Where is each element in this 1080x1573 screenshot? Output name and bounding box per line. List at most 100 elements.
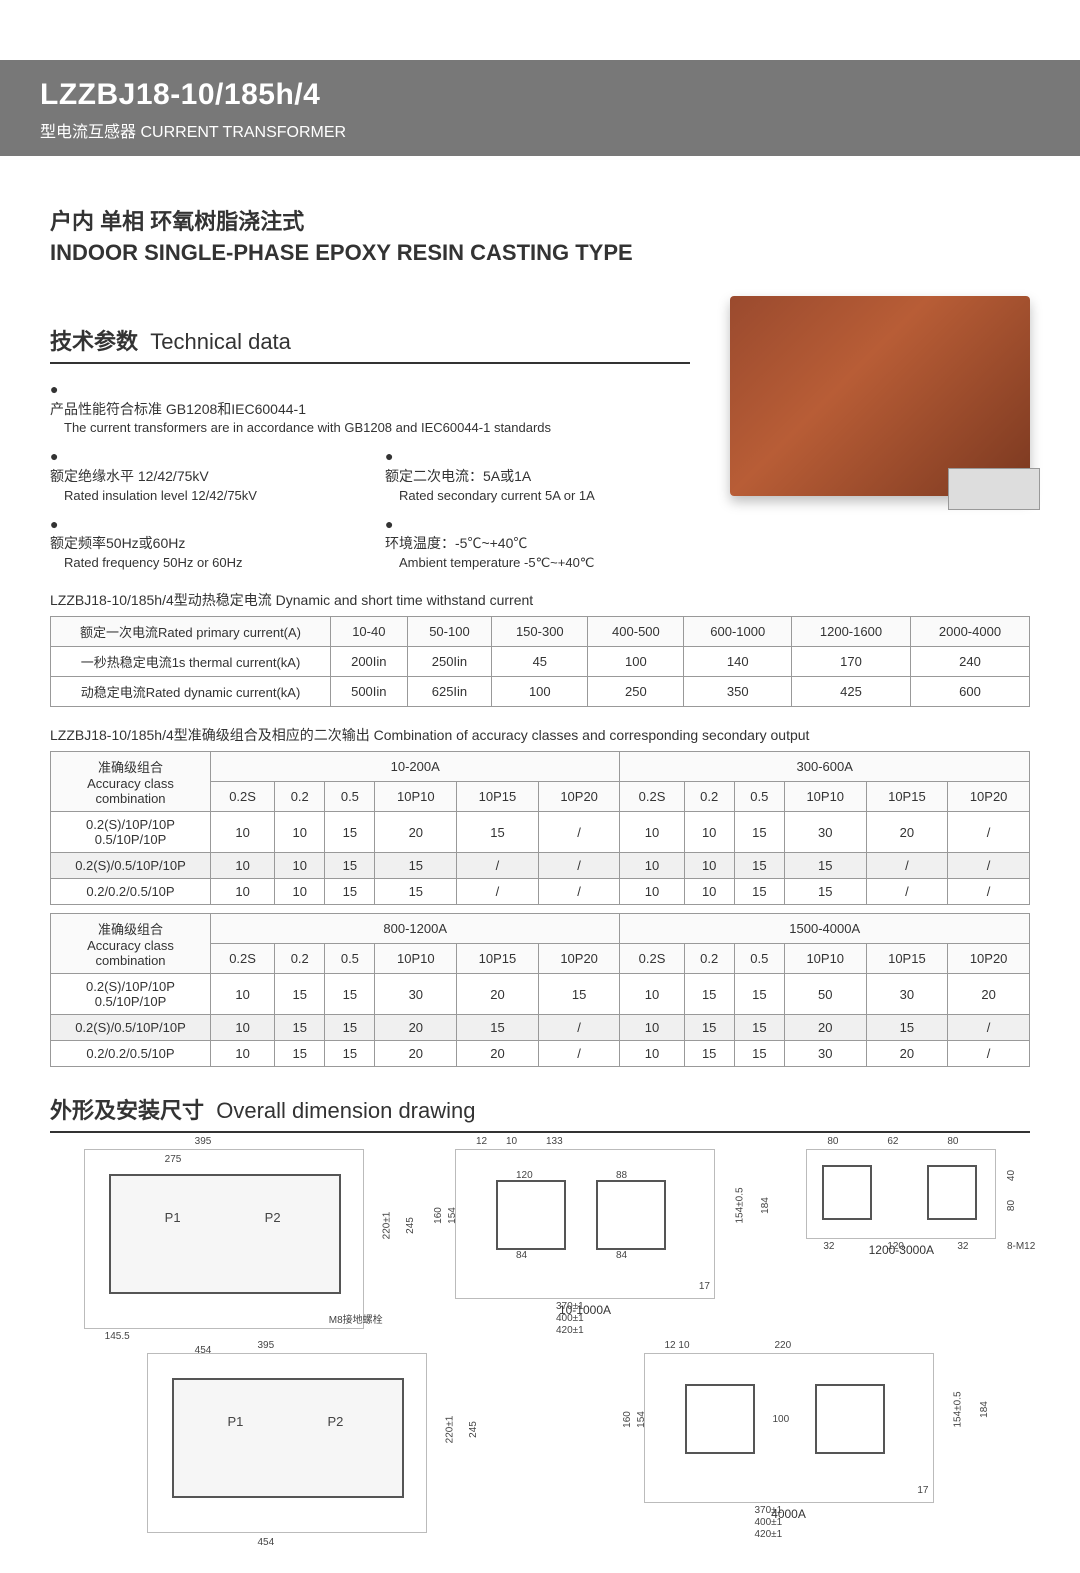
acc-cell: 15 — [538, 974, 620, 1015]
acc-cell: 15 — [734, 1041, 784, 1067]
table1-header: 50-100 — [407, 617, 492, 647]
techdata-heading: 技术参数 Technical data — [50, 324, 690, 356]
table1-header: 400-500 — [588, 617, 684, 647]
acc-row-label: 0.2(S)/10P/10P 0.5/10P/10P — [51, 812, 211, 853]
table1-cell: 240 — [910, 647, 1029, 677]
acc-cell: 10 — [684, 812, 734, 853]
acc-cell: / — [948, 812, 1030, 853]
product-photo-wrap — [730, 296, 1030, 572]
acc-cell: 15 — [866, 1015, 948, 1041]
acc-row-label: 0.2(S)/0.5/10P/10P — [51, 853, 211, 879]
table1-header: 额定一次电流Rated primary current(A) — [51, 617, 331, 647]
table1-cell: 500Iin — [331, 677, 408, 707]
acc-combo-header: 准确级组合Accuracy class combination — [51, 914, 211, 974]
acc-cell: 15 — [784, 879, 866, 905]
acc-cell: 15 — [734, 853, 784, 879]
acc-cell: 15 — [325, 879, 375, 905]
acc-cell: 20 — [866, 812, 948, 853]
acc-cell: / — [538, 1015, 620, 1041]
acc-row-label: 0.2/0.2/0.5/10P — [51, 1041, 211, 1067]
acc-cell: 20 — [457, 1041, 539, 1067]
acc-subcol: 10P20 — [538, 782, 620, 812]
table1-row-label: 一秒热稳定电流1s thermal current(kA) — [51, 647, 331, 677]
intro-title-zh: 户内 单相 环氧树脂浇注式 — [50, 204, 1030, 236]
table1-cell: 200Iin — [331, 647, 408, 677]
acc-subcol: 10P10 — [784, 944, 866, 974]
divider — [50, 362, 690, 364]
acc-cell: / — [538, 853, 620, 879]
acc-subcol: 0.5 — [325, 944, 375, 974]
acc-cell: 15 — [325, 1041, 375, 1067]
drawing-5: 12 10 220 160 154 100 370±1 400±1 420±1 … — [644, 1353, 934, 1533]
divider-2 — [50, 1131, 1030, 1133]
acc-cell: 10 — [211, 853, 275, 879]
table1-header: 10-40 — [331, 617, 408, 647]
table2b: 准确级组合Accuracy class combination800-1200A… — [50, 913, 1030, 1067]
acc-cell: / — [457, 879, 539, 905]
acc-subcol: 10P20 — [538, 944, 620, 974]
acc-subcol: 10P10 — [375, 782, 457, 812]
table1-cell: 250Iin — [407, 647, 492, 677]
drawing-1: 395 275 P1 P2 220±1 245 145.5 454 M8接地螺栓 — [84, 1149, 364, 1329]
table2a: 准确级组合Accuracy class combination10-200A30… — [50, 751, 1030, 905]
acc-cell: 10 — [620, 1041, 684, 1067]
acc-subcol: 0.2S — [211, 782, 275, 812]
acc-cell: 20 — [866, 1041, 948, 1067]
drawings-area: 395 275 P1 P2 220±1 245 145.5 454 M8接地螺栓… — [50, 1149, 1030, 1533]
acc-cell: 20 — [375, 812, 457, 853]
acc-cell: / — [538, 879, 620, 905]
table1-header: 600-1000 — [684, 617, 792, 647]
table1-cell: 45 — [492, 647, 588, 677]
acc-cell: 20 — [784, 1015, 866, 1041]
acc-cell: 10 — [684, 879, 734, 905]
acc-subcol: 10P15 — [457, 782, 539, 812]
acc-subcol: 0.2 — [275, 944, 325, 974]
bullet-item: 额定频率50Hz或60HzRated frequency 50Hz or 60H… — [50, 515, 355, 572]
acc-cell: 10 — [211, 1041, 275, 1067]
product-photo — [730, 296, 1030, 496]
acc-subcol: 10P10 — [375, 944, 457, 974]
acc-cell: 15 — [684, 1015, 734, 1041]
acc-cell: 10 — [275, 879, 325, 905]
acc-cell: 10 — [211, 1015, 275, 1041]
acc-subcol: 0.2S — [211, 944, 275, 974]
acc-subcol: 0.2 — [275, 782, 325, 812]
acc-cell: / — [948, 1041, 1030, 1067]
acc-cell: 10 — [620, 812, 684, 853]
acc-cell: 15 — [734, 974, 784, 1015]
table1-cell: 600 — [910, 677, 1029, 707]
acc-cell: 15 — [275, 974, 325, 1015]
acc-subcol: 0.5 — [734, 782, 784, 812]
acc-cell: 10 — [620, 974, 684, 1015]
acc-cell: / — [538, 812, 620, 853]
bullet-item: 环境温度：-5℃~+40℃Ambient temperature -5℃~+40… — [385, 515, 690, 572]
acc-cell: 15 — [684, 1041, 734, 1067]
header-bar: LZZBJ18-10/185h/4 型电流互感器 CURRENT TRANSFO… — [0, 60, 1080, 156]
bullet-item: 产品性能符合标准 GB1208和IEC60044-1The current tr… — [50, 380, 690, 437]
drawing-3: 80 62 80 40 80 32 120 32 8-M12 1200-3000… — [806, 1149, 996, 1329]
acc-cell: 15 — [325, 1015, 375, 1041]
table1-cell: 100 — [588, 647, 684, 677]
acc-cell: 10 — [620, 853, 684, 879]
acc-cell: 10 — [620, 1015, 684, 1041]
table1-header: 1200-1600 — [792, 617, 911, 647]
acc-cell: 50 — [784, 974, 866, 1015]
dimension-heading: 外形及安装尺寸 Overall dimension drawing — [50, 1093, 1030, 1125]
acc-cell: 15 — [734, 812, 784, 853]
acc-cell: 15 — [457, 1015, 539, 1041]
acc-cell: 20 — [457, 974, 539, 1015]
table1-cell: 140 — [684, 647, 792, 677]
acc-subcol: 10P10 — [784, 782, 866, 812]
acc-cell: 15 — [784, 853, 866, 879]
acc-cell: / — [538, 1041, 620, 1067]
acc-cell: 20 — [375, 1015, 457, 1041]
acc-range-header: 300-600A — [620, 752, 1030, 782]
acc-cell: 15 — [275, 1041, 325, 1067]
acc-cell: 20 — [375, 1041, 457, 1067]
acc-subcol: 10P20 — [948, 944, 1030, 974]
acc-row-label: 0.2/0.2/0.5/10P — [51, 879, 211, 905]
acc-cell: / — [866, 853, 948, 879]
acc-cell: / — [948, 853, 1030, 879]
header-subtitle: 型电流互感器 CURRENT TRANSFORMER — [40, 118, 1040, 142]
table1-cell: 350 — [684, 677, 792, 707]
